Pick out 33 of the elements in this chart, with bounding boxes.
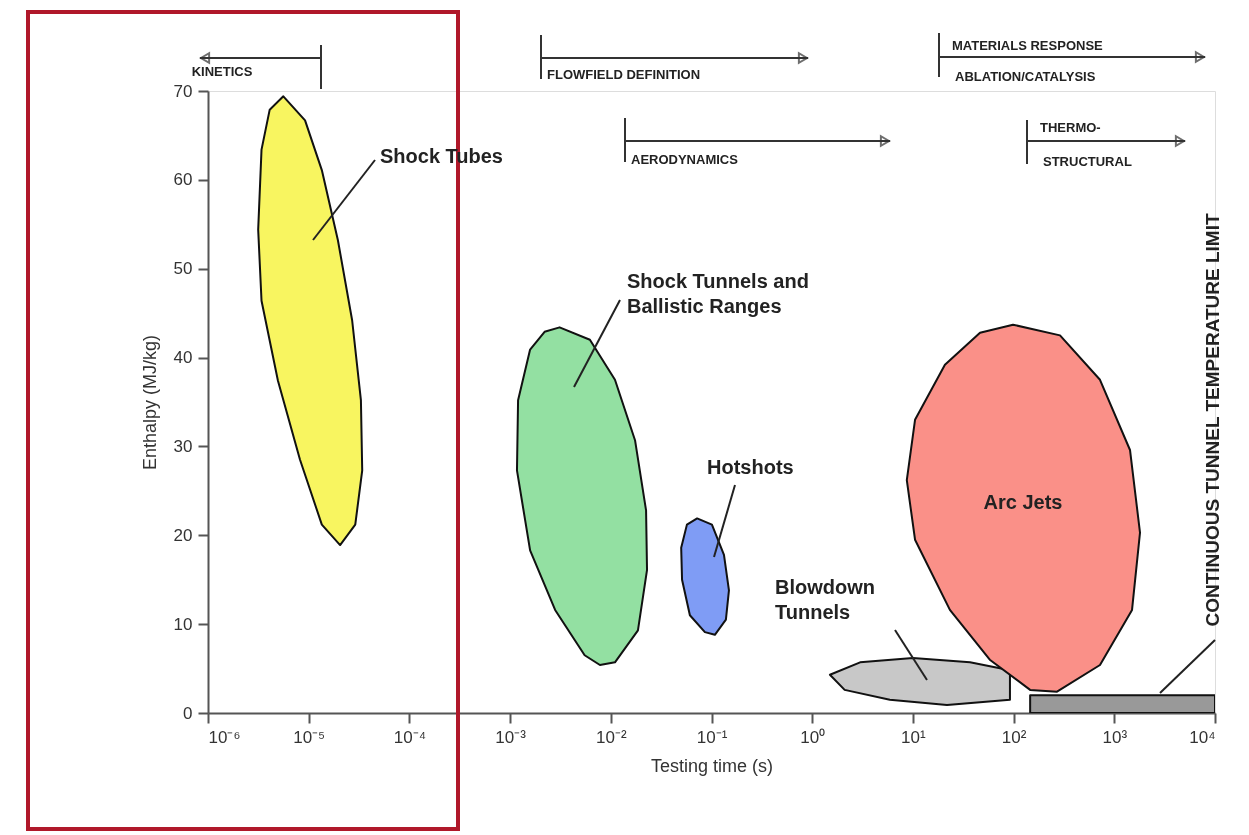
annotation: THERMO-: [1040, 120, 1101, 135]
annotation: AERODYNAMICS: [631, 152, 739, 167]
y-axis-title: Enthalpy (MJ/kg): [139, 334, 160, 471]
text: FLOWFIELD DEFINITION: [547, 67, 701, 82]
x-tick-label: 10⁻⁶: [208, 727, 241, 747]
series-label: Arc Jets: [983, 491, 1063, 513]
x-tick-label: 10⁻⁵: [293, 727, 326, 747]
x-tick-label: 10¹: [901, 727, 927, 747]
x-tick-label: 10⁻²: [596, 727, 627, 747]
x-tick-label: 10⁰: [800, 727, 826, 747]
text: ABLATION/CATALYSIS: [955, 69, 1096, 84]
x-tick-label: 10²: [1001, 727, 1027, 747]
x-tick-label: 10³: [1102, 727, 1128, 747]
text: CONTINUOUS TUNNEL TEMPERATURE LIMIT: [1202, 213, 1223, 627]
x-tick-label: 10⁻⁴: [393, 727, 427, 747]
y-tick-label: 60: [173, 170, 193, 190]
y-tick-label: 10: [173, 614, 193, 634]
series-label: Blowdown Tunnels: [775, 576, 875, 623]
text: MATERIALS RESPONSE: [952, 38, 1104, 53]
y-tick-label: 50: [173, 259, 193, 279]
y-tick-label: 30: [173, 436, 193, 456]
x-tick-label: 10⁻³: [495, 727, 527, 747]
y-tick-label: 40: [173, 348, 193, 368]
x-tick-label: 10⁴: [1189, 727, 1216, 747]
text: KINETICS: [191, 64, 253, 79]
y-tick-label: 0: [183, 703, 193, 723]
x-axis-title: Testing time (s): [650, 755, 774, 776]
text: Hotshots: [707, 456, 794, 478]
y-tick-label: 20: [173, 525, 193, 545]
x-tick-label: 10⁻¹: [696, 727, 728, 747]
annotation: STRUCTURAL: [1043, 154, 1132, 169]
text: Shock Tunnels and Ballistic Ranges: [627, 270, 809, 317]
y-tick-label: 70: [173, 81, 193, 101]
